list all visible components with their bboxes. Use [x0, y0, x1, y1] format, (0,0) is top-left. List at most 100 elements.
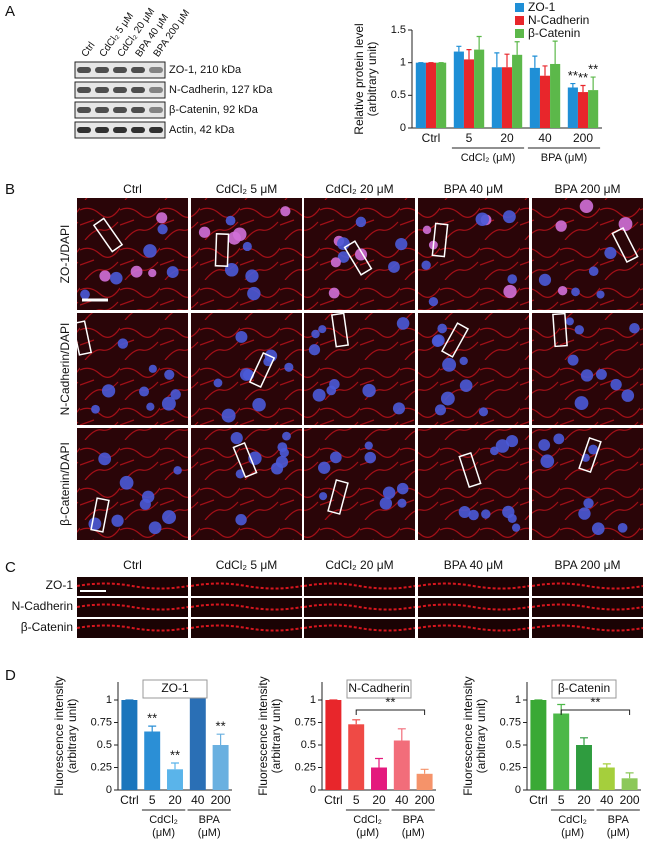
x-tick-label: 200	[573, 131, 593, 145]
nucleus	[329, 451, 342, 464]
nucleus	[621, 389, 635, 402]
junction	[76, 603, 189, 611]
group-label: CdCl₂	[558, 814, 587, 826]
nucleus	[428, 296, 439, 307]
column-header: Ctrl	[123, 182, 142, 196]
nucleus	[318, 461, 331, 474]
nucleus	[143, 244, 157, 258]
group-label: BPA (μM)	[541, 152, 587, 164]
blot-band	[113, 67, 127, 73]
nucleus	[330, 257, 341, 268]
bar	[539, 75, 551, 128]
micrograph	[532, 313, 643, 425]
nucleus	[379, 497, 393, 510]
group-label: (μM)	[198, 827, 221, 839]
roi-box	[90, 497, 110, 533]
y-tick-label: 0	[310, 784, 316, 796]
bar	[348, 724, 365, 790]
group-label: CdCl₂ (μM)	[461, 152, 516, 164]
x-tick-label: 20	[372, 793, 386, 807]
x-tick-label: 20	[577, 793, 591, 807]
error-bar	[420, 768, 429, 774]
legend-label: N-Cadherin	[528, 13, 589, 27]
error-bar	[466, 49, 472, 60]
roi-box	[343, 240, 373, 276]
bracket-label: **	[590, 694, 600, 709]
legend-label: β-Catenin	[528, 26, 580, 40]
bar	[501, 67, 513, 128]
nucleus	[459, 356, 468, 366]
nucleus	[540, 454, 555, 468]
bar	[415, 62, 426, 128]
roi-box	[214, 233, 230, 267]
title-box	[142, 679, 208, 699]
row-label: ZO-1	[46, 578, 74, 592]
panel-letter: C	[5, 559, 16, 576]
junction	[190, 624, 303, 632]
x-tick-label: 200	[211, 793, 231, 807]
y-axis-label: Fluorescence intensity	[461, 676, 475, 795]
roi-box	[552, 312, 568, 348]
nucleus	[434, 404, 447, 416]
group-label: (μM)	[152, 827, 175, 839]
bar	[425, 62, 437, 128]
nucleus	[337, 251, 350, 263]
roi-box	[578, 436, 602, 474]
blot-band	[149, 87, 163, 93]
roi-box	[248, 351, 276, 389]
nucleus	[382, 486, 396, 500]
nucleus	[507, 513, 517, 523]
y-tick-label: 0	[106, 784, 112, 796]
nucleus	[139, 386, 150, 397]
nucleus	[221, 408, 236, 423]
y-axis-label: Relative protein level	[352, 23, 366, 134]
error-bar	[542, 65, 548, 76]
y-tick-label: 0.5	[97, 739, 112, 751]
group-label: (μM)	[607, 827, 630, 839]
row-label: β-Catenin	[21, 620, 73, 634]
y-tick-label: 0.25	[500, 761, 521, 773]
blot-band	[131, 67, 145, 73]
bar	[512, 54, 523, 128]
panel-letter: B	[5, 181, 15, 198]
blot-band	[77, 67, 91, 73]
bar	[553, 713, 570, 790]
band-label: Actin, 42 kDa	[169, 124, 235, 136]
nucleus	[395, 237, 408, 251]
nucleus	[308, 344, 321, 356]
error-bar	[532, 55, 538, 68]
nucleus	[396, 482, 409, 495]
nucleus	[502, 210, 516, 224]
bar	[530, 700, 547, 790]
nucleus	[588, 266, 599, 277]
significance: **	[216, 719, 226, 734]
column-header: BPA 40 μM	[444, 182, 503, 196]
nucleus	[511, 523, 521, 532]
bar	[416, 773, 433, 790]
roi-box	[232, 441, 258, 479]
nucleus	[362, 383, 376, 398]
x-tick-label: 5	[558, 793, 565, 807]
error-bar	[494, 52, 500, 68]
group-label: BPA	[608, 814, 630, 826]
junction	[303, 624, 416, 632]
roi-box	[92, 217, 124, 253]
nucleus	[284, 362, 294, 372]
nucleus	[629, 322, 640, 334]
blot-band	[113, 127, 127, 133]
junction	[190, 603, 303, 611]
error-bar	[590, 76, 596, 91]
y-axis-label: (arbitrary unit)	[474, 699, 488, 774]
y-tick-label: 1	[106, 694, 112, 706]
nucleus	[591, 522, 605, 535]
x-tick-label: 40	[395, 793, 409, 807]
y-tick-label: 0	[515, 784, 521, 796]
nucleus	[166, 266, 179, 279]
bar	[621, 778, 638, 790]
error-bar	[397, 728, 406, 741]
nucleus	[247, 286, 261, 301]
nucleus	[148, 521, 162, 535]
nucleus	[161, 396, 176, 411]
bar	[474, 49, 485, 128]
junction	[76, 624, 189, 632]
